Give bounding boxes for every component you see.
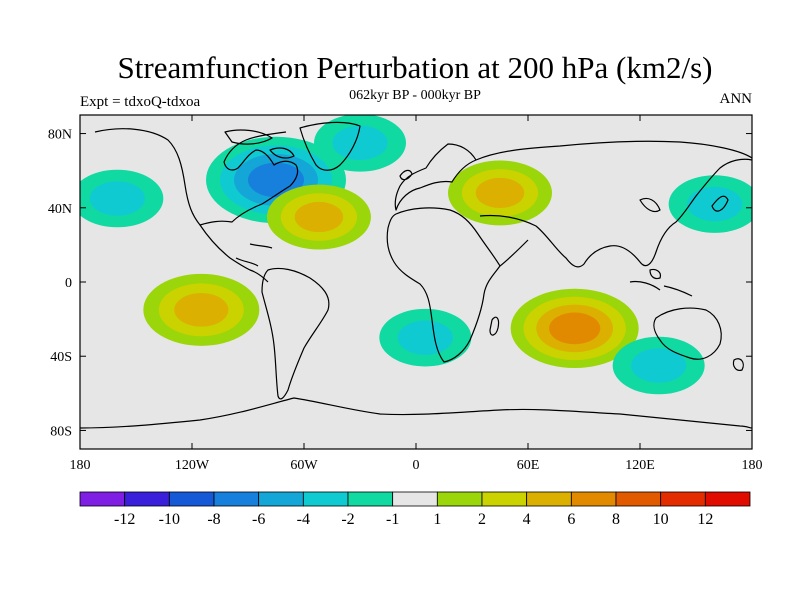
experiment-label: Expt = tdxoQ-tdxoa: [80, 94, 201, 110]
colorbar-swatch: [570, 491, 617, 507]
field-north-pacific-east-: [80, 169, 164, 228]
japan-coast: [711, 195, 729, 212]
chart-title: Streamfunction Perturbation at 200 hPa (…: [117, 50, 713, 85]
colorbar-swatch: [436, 491, 483, 507]
colorbar-label: 2: [478, 511, 486, 528]
colorbar-swatch: [168, 491, 215, 507]
asia-coast: [475, 140, 752, 268]
colorbar: -12 -10 -8 -6 -4 -2 -1 1 2 4 6 8 10 12: [79, 491, 751, 528]
contour-band: [294, 201, 344, 233]
coastlines: [80, 121, 752, 429]
field-indian-ocean-south-: [510, 288, 639, 368]
indonesia-coast: [629, 268, 693, 297]
field-south-pacific: [143, 273, 260, 346]
x-tick-label: 180: [742, 458, 763, 473]
colorbar-swatch: [258, 491, 304, 507]
x-tick-label: 60W: [290, 458, 318, 473]
australia-coast: [653, 307, 744, 371]
colorbar-swatch: [347, 491, 394, 507]
colorbar-swatch: [392, 491, 438, 507]
field-arctic: [314, 115, 406, 172]
colorbar-swatch: [124, 491, 170, 507]
contour-band: [89, 181, 145, 216]
x-tick-label: 60E: [517, 458, 540, 473]
colorbar-swatch: [704, 491, 751, 507]
y-tick-label: 40N: [48, 202, 72, 217]
colorbar-label: -6: [252, 511, 265, 528]
colorbar-label: 10: [653, 511, 669, 528]
field-eurasia: [448, 160, 552, 226]
contour-band: [549, 312, 601, 345]
x-tick-label: 180: [70, 458, 91, 473]
contour-band: [631, 348, 687, 383]
colorbar-swatch: [213, 491, 260, 507]
colorbar-label: 8: [612, 511, 620, 528]
field-north-pacific-west-: [668, 175, 752, 233]
contour-band: [248, 162, 304, 198]
colorbar-swatch: [615, 491, 662, 507]
colorbar-label: 12: [697, 511, 713, 528]
field-north-atlantic: [266, 184, 371, 250]
colorbar-label: -12: [114, 511, 135, 528]
contour-band: [475, 177, 525, 209]
field-tasman: [612, 336, 705, 395]
contour-band: [332, 125, 388, 161]
greenland-coast: [299, 121, 361, 171]
europe-coast: [394, 143, 477, 211]
y-tick-label: 80N: [48, 128, 72, 143]
colorbar-swatch: [481, 491, 528, 507]
y-tick-label: 40S: [50, 350, 72, 365]
colorbar-label: -4: [297, 511, 310, 528]
x-tick-label: 0: [413, 458, 420, 473]
south-america-coast: [261, 267, 330, 400]
y-tick-label: 0: [65, 276, 72, 291]
axis-ticks: 180 120W 60W 0 60E 120E 180 80N 40N 0 40S 80S: [48, 115, 763, 473]
arctic-islands-coast: [224, 129, 295, 159]
colorbar-swatch: [79, 491, 126, 507]
colorbar-label: -1: [386, 511, 399, 528]
contour-band: [687, 186, 743, 222]
contour-band: [174, 293, 229, 327]
north-america-coast: [94, 128, 299, 283]
x-tick-label: 120W: [175, 458, 210, 473]
chart-subtitle: 062kyr BP - 000kyr BP: [349, 88, 481, 103]
x-tick-label: 120E: [625, 458, 655, 473]
colorbar-swatch: [660, 491, 706, 507]
colorbar-label: 1: [433, 511, 441, 528]
colorbar-swatch: [526, 491, 572, 507]
contour-band: [397, 320, 453, 355]
field-south-atlantic-africa: [379, 308, 472, 367]
contour-fields: [80, 115, 752, 395]
colorbar-label: -10: [159, 511, 180, 528]
colorbar-label: 4: [523, 511, 531, 528]
colorbar-label: 6: [567, 511, 575, 528]
y-tick-label: 80S: [50, 424, 72, 439]
season-label: ANN: [719, 91, 753, 107]
colorbar-swatch: [302, 491, 349, 507]
colorbar-label: -2: [341, 511, 354, 528]
colorbar-label: -8: [207, 511, 220, 528]
antarctica-coast: [80, 397, 752, 429]
africa-coast: [386, 207, 501, 363]
